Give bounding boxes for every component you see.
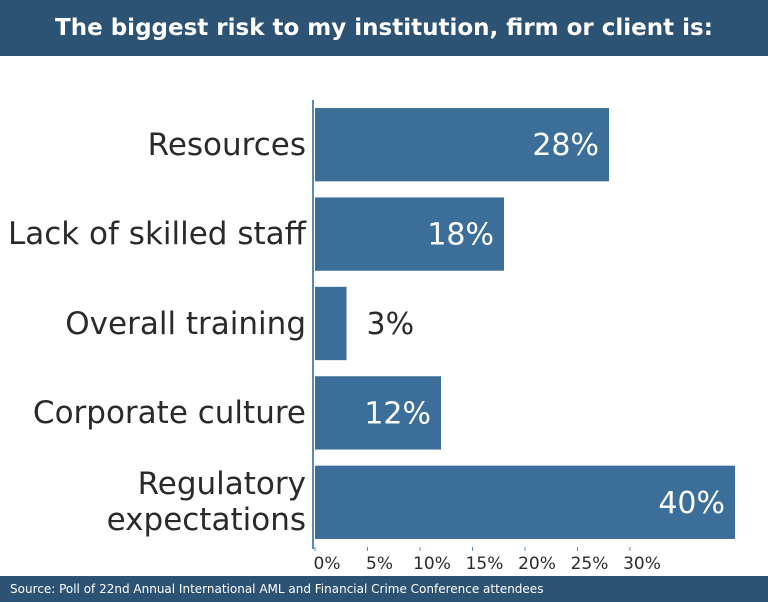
bar [315, 465, 735, 539]
y-tick-label: Regulatory expectations [106, 466, 306, 539]
x-tick-label: 10% [413, 554, 451, 574]
y-tick-label: Resources [147, 126, 306, 163]
chart-title: The biggest risk to my institution, firm… [0, 0, 768, 56]
x-tick-label: 15% [466, 554, 504, 574]
bar [315, 376, 441, 450]
value-label: 12% [364, 396, 431, 431]
y-tick-label: Corporate culture [32, 394, 306, 431]
source-note: Source: Poll of 22nd Annual Internationa… [0, 576, 768, 602]
x-tick-label: 5% [366, 554, 393, 574]
y-tick-label: Lack of skilled staff [7, 216, 306, 253]
x-tick-label: 20% [518, 554, 556, 574]
x-tick-label: 0% [314, 554, 341, 574]
y-tick-label: Overall training [65, 305, 306, 342]
value-label: 18% [427, 218, 494, 253]
bar [315, 197, 504, 271]
x-tick-label: 25% [571, 554, 609, 574]
value-label: 40% [658, 486, 725, 521]
x-tick-label: 30% [623, 554, 661, 574]
value-label: 28% [532, 128, 599, 163]
value-label: 3% [367, 307, 415, 342]
bar [315, 108, 609, 182]
bar [315, 286, 347, 361]
